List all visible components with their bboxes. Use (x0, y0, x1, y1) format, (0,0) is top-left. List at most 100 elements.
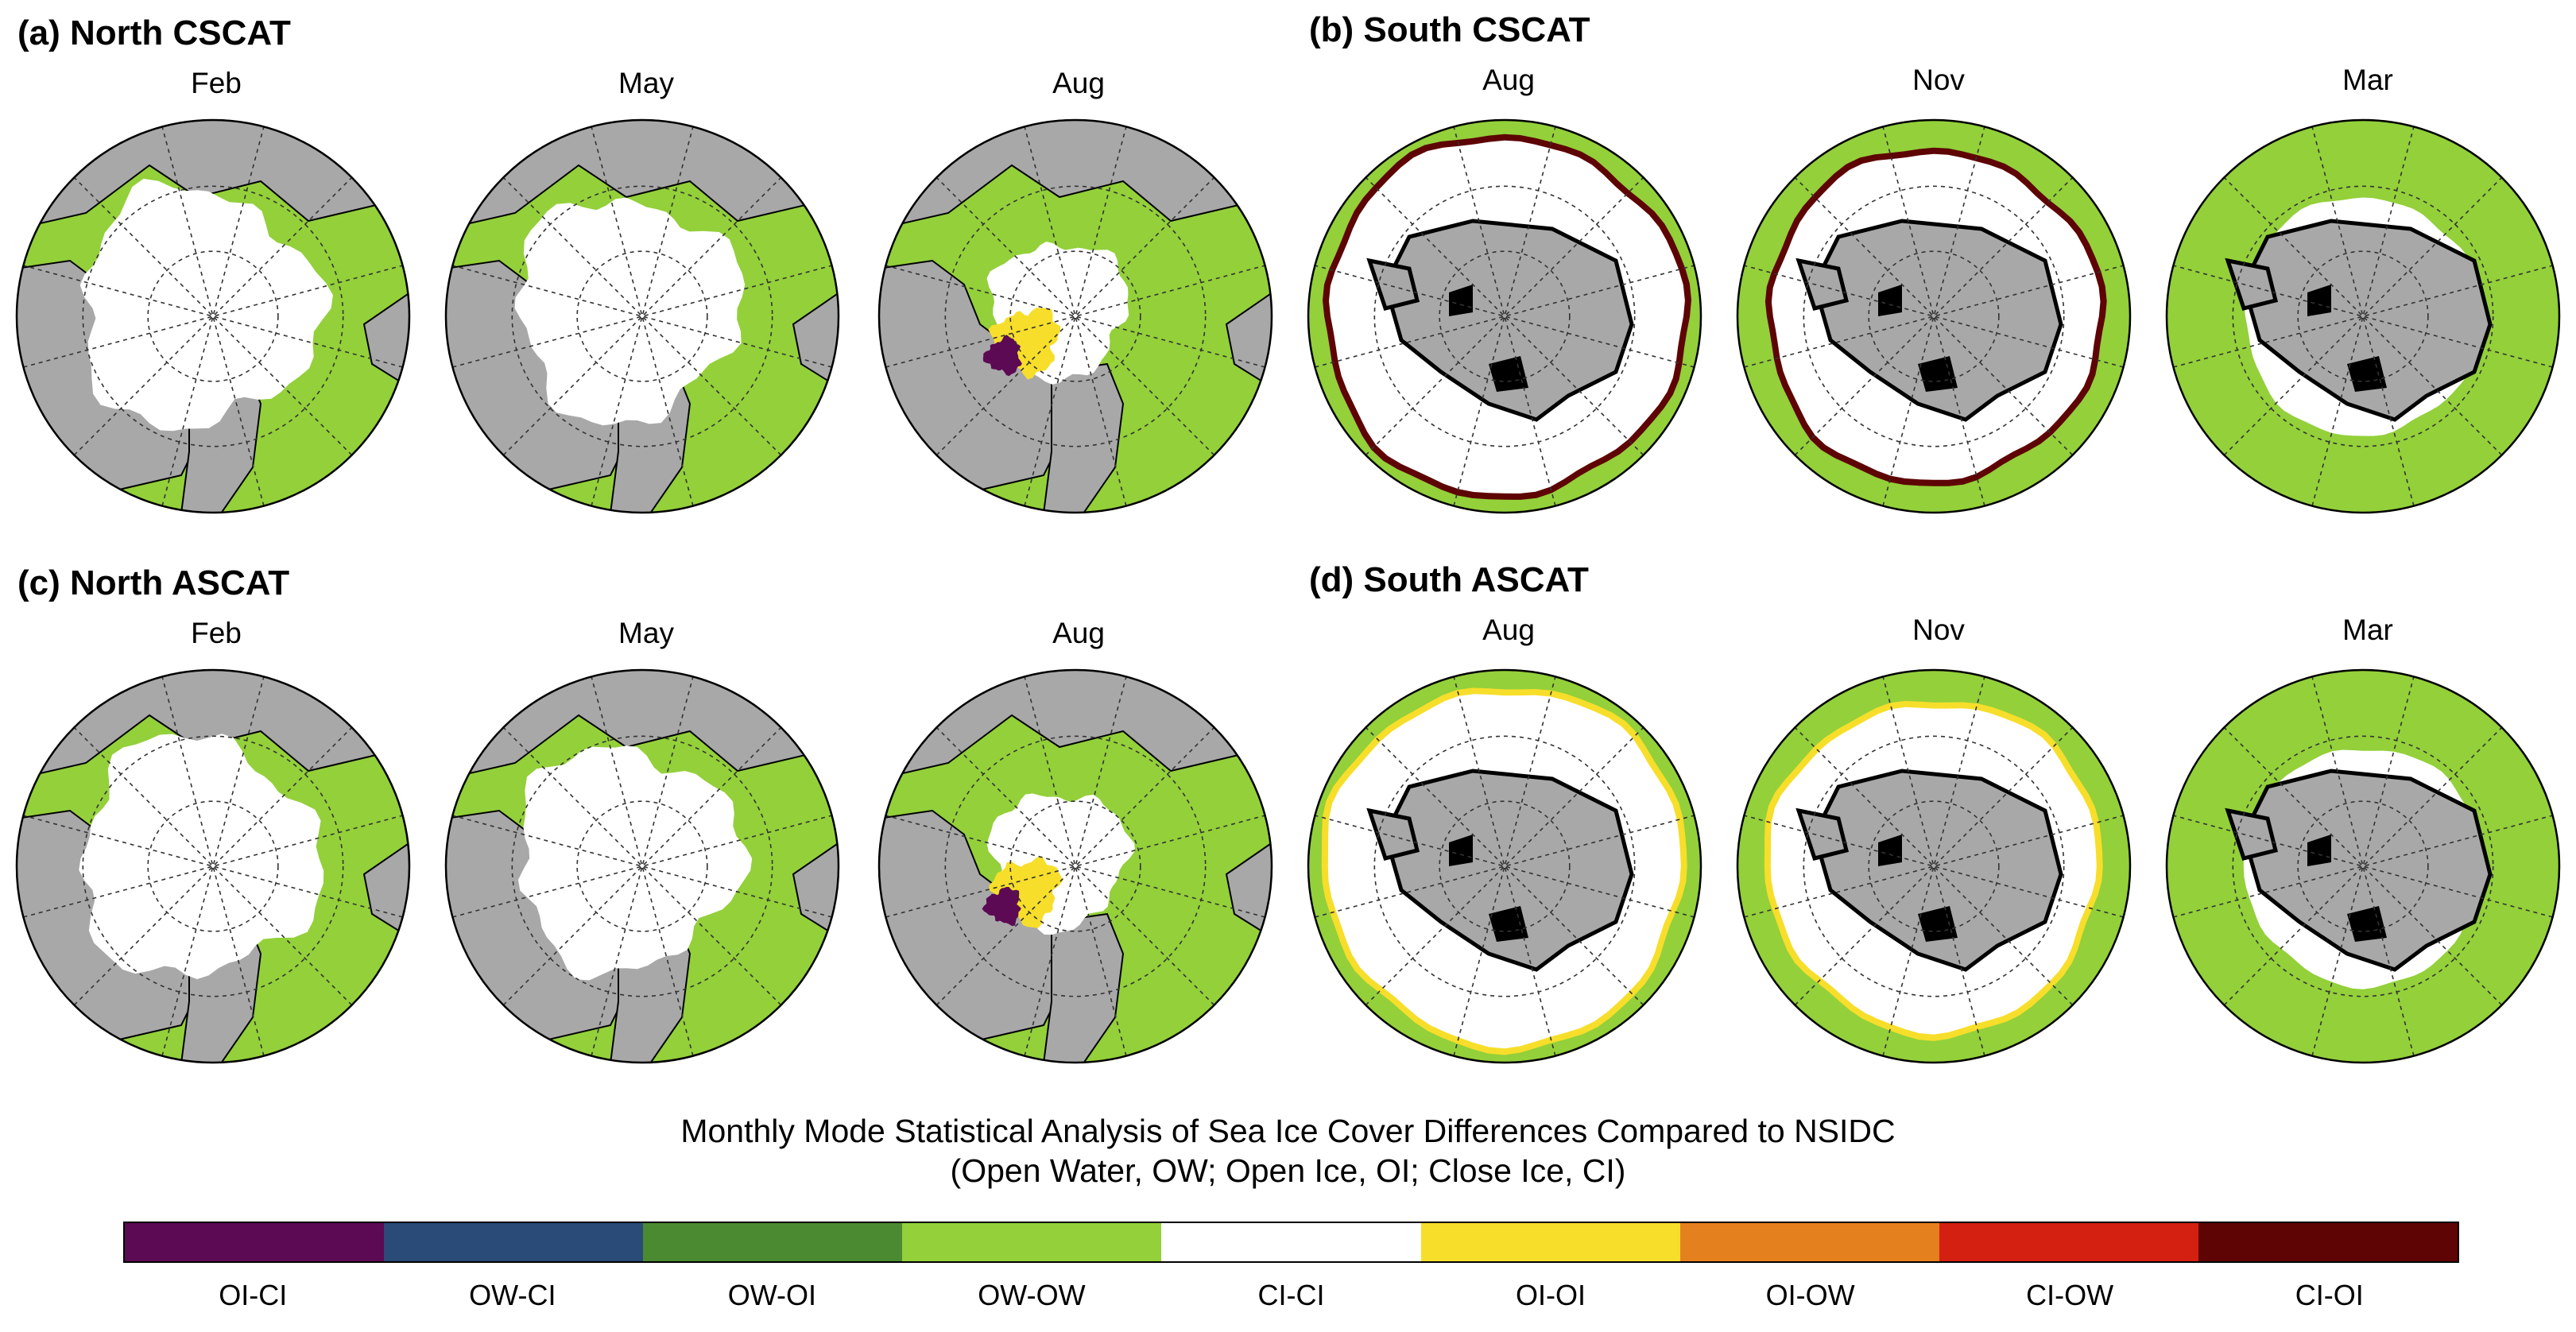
sea-ice-area (79, 178, 333, 432)
map-border (2165, 668, 2561, 1064)
sea-ice-area (79, 734, 324, 979)
oi-ci-patch (982, 335, 1022, 377)
land-scandinavia (362, 841, 410, 939)
colorbar-swatch-ci-oi (2198, 1223, 2458, 1261)
sea-ice-area (518, 745, 753, 981)
polar-map-south-aug (1307, 668, 1702, 1064)
month-label-b-2: Nov (1912, 64, 1965, 96)
land-antarctica (1383, 769, 1634, 972)
month-label-a-3: Aug (1052, 67, 1105, 99)
colorbar (123, 1222, 2459, 1263)
month-label-b-1: Aug (1482, 64, 1535, 96)
land-scandinavia (1225, 291, 1273, 389)
colorbar-swatch-ow-ow (902, 1223, 1162, 1261)
polar-map-south-mar (2165, 118, 2561, 514)
polar-map-north-aug (877, 668, 1273, 1064)
month-label-b-3: Mar (2342, 64, 2393, 96)
figure-caption: Monthly Mode Statistical Analysis of Sea… (0, 1111, 2576, 1191)
month-label-a-1: Feb (191, 67, 242, 99)
land-antarctica (2241, 769, 2493, 972)
month-label-c-3: Aug (1052, 617, 1105, 649)
map-border (15, 118, 411, 514)
colorbar-label-ci-ci: CI-CI (1257, 1279, 1325, 1311)
land-scandinavia (792, 291, 839, 389)
land-greenland (1042, 912, 1125, 1063)
map-border (1307, 118, 1702, 514)
map-border (1736, 668, 2132, 1064)
polar-map-north-feb (15, 118, 411, 514)
colorbar-label-ow-ci: OW-CI (469, 1279, 556, 1311)
colorbar-swatch-oi-oi (1420, 1223, 1680, 1261)
colorbar-swatch-oi-ci (125, 1223, 385, 1261)
ice-shelf-ronne (2307, 285, 2331, 316)
polar-map-north-may (444, 668, 840, 1064)
colorbar-swatch-ow-ci (384, 1223, 644, 1261)
polar-map-south-mar (2165, 668, 2561, 1064)
ice-shelf-ronne (1449, 834, 1473, 866)
polar-map-north-may (444, 118, 840, 514)
ice-shelf-ross (1918, 906, 1958, 942)
land-greenland (1042, 362, 1125, 513)
land-peninsula (1366, 807, 1420, 861)
month-label-c-2: May (618, 617, 674, 649)
land-scandinavia (1225, 841, 1273, 939)
map-border (444, 118, 840, 514)
month-label-d-2: Nov (1912, 614, 1965, 646)
ice-shelf-ross (1918, 356, 1958, 392)
ice-shelf-ronne (1878, 834, 1902, 866)
polar-map-north-feb (15, 668, 411, 1064)
polar-map-south-nov (1736, 118, 2132, 514)
land-antarctica (1383, 219, 1634, 422)
panel-d-title: (d) South ASCAT (1309, 560, 1589, 599)
month-label-a-2: May (618, 67, 674, 99)
ice-shelf-ross (1489, 906, 1528, 942)
colorbar-label-oi-ow: OI-OW (1765, 1279, 1855, 1311)
ice-shelf-ronne (2307, 834, 2331, 866)
colorbar-label-ci-oi: CI-OI (2295, 1279, 2364, 1311)
month-label-d-1: Aug (1482, 614, 1535, 646)
ice-shelf-ronne (1449, 285, 1473, 316)
caption-line-1: Monthly Mode Statistical Analysis of Sea… (680, 1113, 1896, 1149)
month-label-d-3: Mar (2342, 614, 2393, 646)
colorbar-label-oi-oi: OI-OI (1516, 1279, 1586, 1311)
polar-map-south-aug (1307, 118, 1702, 514)
ice-shelf-ross (2347, 356, 2387, 392)
land-antarctica (1812, 219, 2063, 422)
ice-shelf-ronne (1878, 285, 1902, 316)
map-border (1307, 668, 1702, 1064)
panel-c-title: (c) North ASCAT (17, 563, 290, 602)
map-border (877, 118, 1273, 514)
colorbar-label-ow-oi: OW-OI (727, 1279, 817, 1311)
ice-shelf-ross (1489, 356, 1528, 392)
ice-shelf-ross (2347, 906, 2387, 942)
land-peninsula (1366, 257, 1420, 311)
map-border (1736, 118, 2132, 514)
land-peninsula (2225, 807, 2279, 861)
land-scandinavia (362, 291, 410, 389)
map-border (15, 668, 411, 1064)
polar-map-north-aug (877, 118, 1273, 514)
colorbar-label-oi-ci: OI-CI (219, 1279, 288, 1311)
map-border (444, 668, 840, 1064)
land-peninsula (2225, 257, 2279, 311)
polar-map-south-nov (1736, 668, 2132, 1064)
land-antarctica (2241, 219, 2493, 422)
month-label-c-1: Feb (191, 617, 242, 649)
land-peninsula (1795, 807, 1850, 861)
colorbar-label-ci-ow: CI-OW (2026, 1279, 2114, 1311)
colorbar-label-ow-ow: OW-OW (978, 1279, 1086, 1311)
map-border (877, 668, 1273, 1064)
caption-line-2: (Open Water, OW; Open Ice, OI; Close Ice… (950, 1152, 1626, 1190)
colorbar-swatch-ow-oi (643, 1223, 903, 1261)
colorbar-swatch-ci-ci (1161, 1223, 1421, 1261)
panel-b-title: (b) South CSCAT (1309, 10, 1590, 49)
colorbar-swatch-oi-ow (1679, 1223, 1939, 1261)
colorbar-swatch-ci-ow (1939, 1223, 2198, 1261)
land-peninsula (1795, 257, 1850, 311)
land-antarctica (1812, 769, 2063, 972)
sea-ice-area (514, 197, 746, 426)
panel-a-title: (a) North CSCAT (17, 14, 291, 52)
map-border (2165, 118, 2561, 514)
oi-ci-patch (982, 887, 1021, 927)
land-scandinavia (792, 841, 839, 939)
